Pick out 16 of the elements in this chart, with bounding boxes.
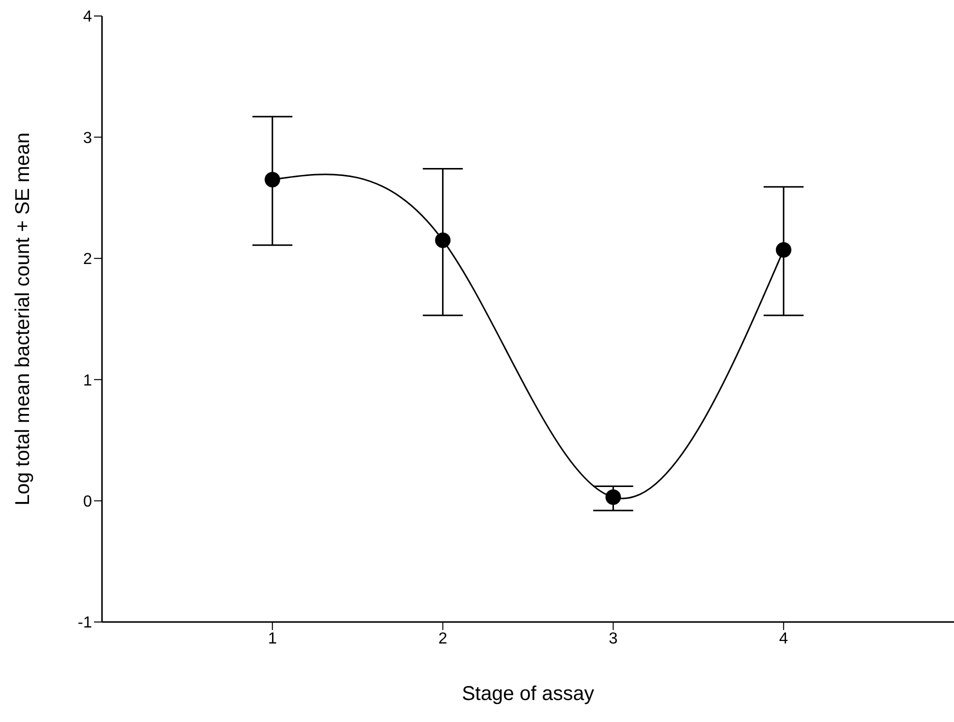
y-tick-label: -1	[78, 614, 92, 632]
point	[776, 242, 792, 258]
x-tick-label: 2	[438, 630, 448, 648]
y-tick-label: 4	[83, 8, 92, 26]
y-tick-label: 3	[83, 130, 92, 147]
x-tick-label: 4	[779, 630, 788, 648]
y-tick-label: 2	[83, 251, 92, 268]
point	[605, 489, 621, 505]
y-tick-label: 1	[83, 372, 92, 390]
y-tick-label: 0	[83, 493, 92, 510]
x-axis-title: Stage of assay	[462, 683, 594, 705]
point	[435, 232, 451, 248]
y-axis-title: Log total mean bacterial count + SE mean	[12, 132, 34, 506]
point	[264, 172, 280, 188]
x-tick-label: 3	[608, 630, 618, 648]
x-tick-label: 1	[268, 630, 277, 648]
